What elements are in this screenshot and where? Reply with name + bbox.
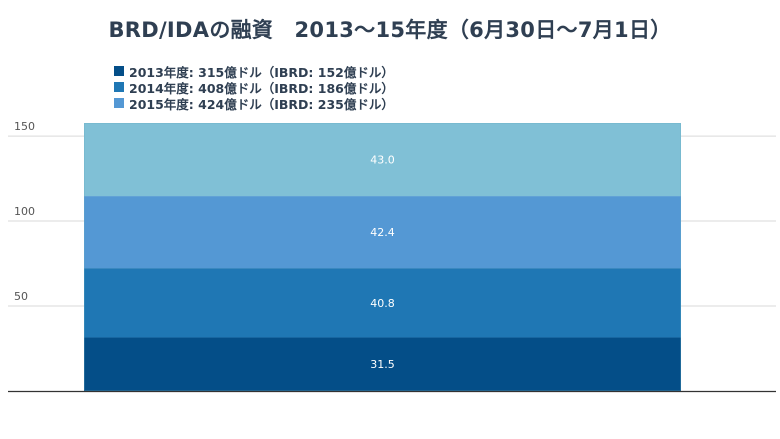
y-tick-label-50: 50 <box>14 290 28 303</box>
data-label-1: 31.5 <box>370 358 395 371</box>
legend-label-2015: 2015年度: 424億ドル（IBRD: 235億ドル） <box>129 96 394 112</box>
data-label-3: 42.4 <box>370 226 395 239</box>
legend-item-2014: 2014年度: 408億ドル（IBRD: 186億ドル） <box>114 79 394 96</box>
legend-item-2015: 2015年度: 424億ドル（IBRD: 235億ドル） <box>114 95 394 112</box>
legend-item-2013: 2013年度: 315億ドル（IBRD: 152億ドル） <box>114 63 394 80</box>
data-label-4: 43.0 <box>370 154 395 167</box>
bar-segment-3 <box>84 196 681 269</box>
legend-swatch-2013 <box>114 66 124 76</box>
bar-segment-1 <box>84 337 681 391</box>
legend-swatch-2015 <box>114 98 124 108</box>
bar-outline <box>84 123 681 391</box>
bar-segment-4 <box>84 123 681 197</box>
legend-swatch-2014 <box>114 82 124 92</box>
chart-title: BRD/IDAの融資 2013〜15年度（6月30日〜7月1日） <box>108 18 672 42</box>
bar-segment-2 <box>84 268 681 338</box>
legend-label-2014: 2014年度: 408億ドル（IBRD: 186億ドル） <box>129 80 394 96</box>
data-label-2: 40.8 <box>370 297 395 310</box>
legend: 2013年度: 315億ドル（IBRD: 152億ドル） 2014年度: 408… <box>114 63 394 112</box>
legend-label-2013: 2013年度: 315億ドル（IBRD: 152億ドル） <box>129 64 394 80</box>
y-tick-label-100: 100 <box>14 205 35 218</box>
y-tick-label-150: 150 <box>14 120 35 133</box>
